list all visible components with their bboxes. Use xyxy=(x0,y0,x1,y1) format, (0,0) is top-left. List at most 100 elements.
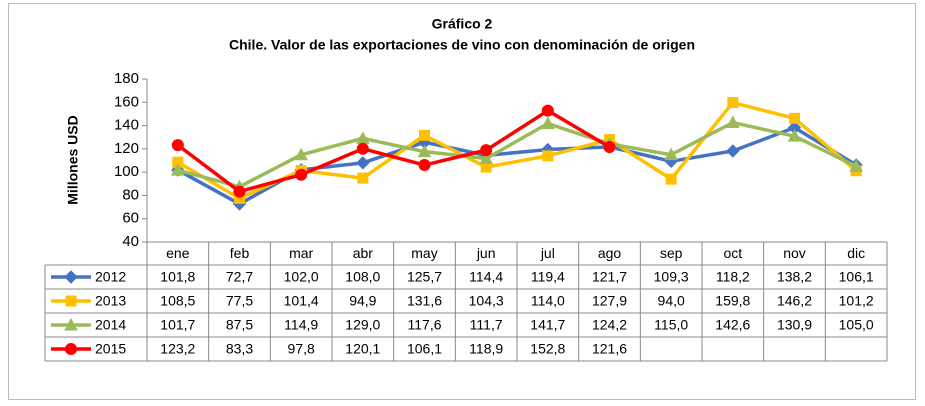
table-value: 108,5 xyxy=(160,293,195,309)
legend-marker xyxy=(65,343,77,355)
table-value: 119,4 xyxy=(531,269,565,285)
table-value: 121,7 xyxy=(592,269,627,285)
x-tick-label: oct xyxy=(723,245,742,261)
marker xyxy=(725,115,740,129)
table-value: 125,7 xyxy=(407,269,442,285)
table-value: 106,1 xyxy=(407,341,442,357)
y-tick-label: 120 xyxy=(114,140,139,157)
legend-label: 2013 xyxy=(95,293,126,309)
table-value: 127,9 xyxy=(592,293,627,309)
table-value: 131,6 xyxy=(407,293,442,309)
y-tick-label: 100 xyxy=(114,163,139,180)
marker xyxy=(787,129,802,142)
marker xyxy=(664,147,679,161)
table-value: 104,3 xyxy=(469,293,504,309)
x-tick-label: jun xyxy=(476,245,496,261)
table-value: 94,0 xyxy=(658,293,685,309)
x-tick-label: feb xyxy=(230,245,250,261)
y-tick-label: 160 xyxy=(114,93,139,110)
marker xyxy=(789,112,800,124)
table-value: 101,8 xyxy=(160,269,195,285)
marker xyxy=(480,144,493,157)
x-tick-label: mar xyxy=(289,245,313,261)
table-value: 121,6 xyxy=(592,341,627,357)
x-tick-label: ago xyxy=(598,245,622,261)
y-tick-label: 80 xyxy=(122,186,139,203)
table-value: 123,2 xyxy=(160,341,195,357)
table-value: 130,9 xyxy=(777,317,812,333)
table-value: 101,4 xyxy=(284,293,319,309)
table-value: 114,9 xyxy=(284,317,318,333)
table-value: 109,3 xyxy=(654,269,689,285)
marker xyxy=(542,150,554,162)
y-tick-label: 140 xyxy=(114,117,139,134)
table-value: 87,5 xyxy=(226,317,253,333)
marker xyxy=(419,129,430,141)
table-value: 105,0 xyxy=(839,317,874,333)
marker xyxy=(418,159,431,172)
table-value: 138,2 xyxy=(777,269,812,285)
table-value: 120,1 xyxy=(345,341,380,357)
table-value: 101,2 xyxy=(839,293,874,309)
x-tick-label: nov xyxy=(783,245,806,261)
table-value: 117,6 xyxy=(408,317,442,333)
y-axis-label: Millones USD xyxy=(65,115,81,204)
table-value: 114,0 xyxy=(531,293,565,309)
series-line xyxy=(176,100,858,201)
legend-label: 2015 xyxy=(95,341,126,357)
chart-subtitle: Chile. Valor de las exportaciones de vin… xyxy=(229,37,695,53)
marker xyxy=(356,142,369,155)
marker xyxy=(849,159,864,172)
table-value: 102,0 xyxy=(284,269,319,285)
table-value: 142,6 xyxy=(715,317,750,333)
marker xyxy=(417,144,432,158)
marker xyxy=(233,185,246,198)
x-tick-label: abr xyxy=(353,245,374,261)
series-line xyxy=(176,108,611,194)
table-value: 101,7 xyxy=(160,317,195,333)
table-value: 97,8 xyxy=(288,341,315,357)
table-value: 94,9 xyxy=(349,293,376,309)
marker xyxy=(479,151,494,165)
marker xyxy=(295,168,308,181)
marker xyxy=(603,140,616,153)
table-value: 83,3 xyxy=(226,341,253,357)
marker xyxy=(665,173,677,185)
series-line xyxy=(177,120,857,189)
x-tick-label: ene xyxy=(166,245,190,261)
legend-marker xyxy=(65,295,77,307)
table-value: 72,7 xyxy=(226,269,253,285)
chart-title: Gráfico 2 xyxy=(432,16,493,32)
table-value: 146,2 xyxy=(777,293,812,309)
marker xyxy=(171,139,184,152)
marker xyxy=(357,172,369,184)
marker xyxy=(727,97,739,109)
table-value: 77,5 xyxy=(226,293,253,309)
marker xyxy=(540,116,555,130)
chart-border xyxy=(8,3,916,400)
table-value: 129,0 xyxy=(345,317,380,333)
x-tick-label: dic xyxy=(847,245,865,261)
marker xyxy=(726,144,740,158)
table-value: 111,7 xyxy=(470,317,503,333)
legend-marker xyxy=(64,270,78,284)
legend-marker xyxy=(64,317,78,331)
table-value: 118,2 xyxy=(716,269,750,285)
table-value: 106,1 xyxy=(839,269,874,285)
table-value: 118,9 xyxy=(469,341,503,357)
legend-label: 2012 xyxy=(95,269,126,285)
x-tick-label: may xyxy=(411,245,437,261)
table-value: 108,0 xyxy=(345,269,380,285)
table-value: 115,0 xyxy=(654,317,688,333)
y-tick-label: 180 xyxy=(114,70,139,87)
x-tick-label: sep xyxy=(660,245,683,261)
y-tick-label: 60 xyxy=(122,210,139,227)
marker xyxy=(294,147,309,161)
table-value: 124,2 xyxy=(592,317,627,333)
table-value: 152,8 xyxy=(530,341,565,357)
x-tick-label: jul xyxy=(540,245,555,261)
table-value: 159,8 xyxy=(715,293,750,309)
y-tick-label: 40 xyxy=(122,233,139,250)
